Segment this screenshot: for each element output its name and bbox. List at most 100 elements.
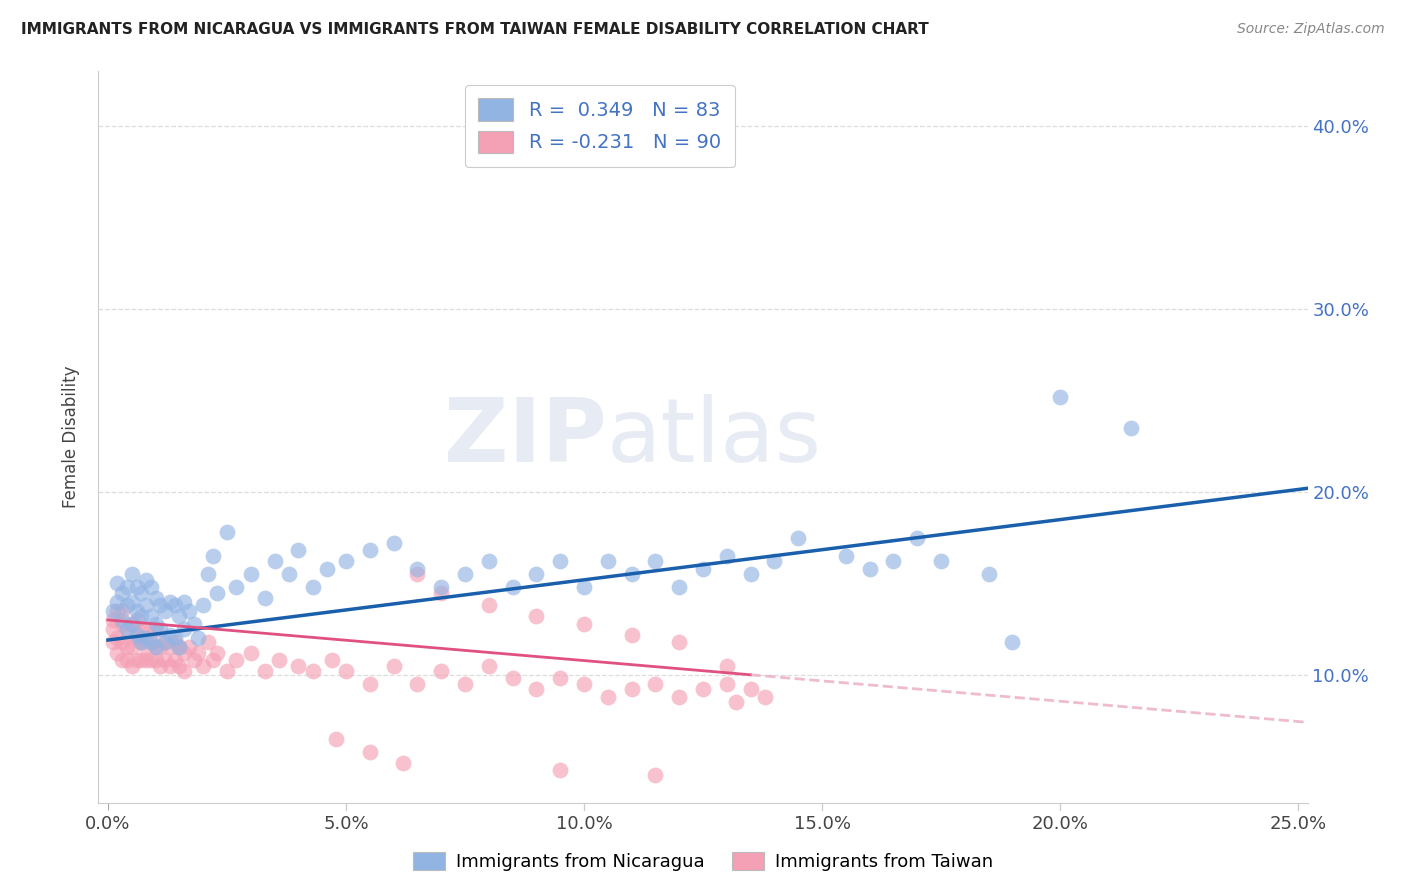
Point xyxy=(107,604,129,618)
Point xyxy=(692,562,714,576)
Point xyxy=(620,567,643,582)
Point xyxy=(101,635,124,649)
Point xyxy=(129,622,152,636)
Point xyxy=(135,640,157,655)
Point xyxy=(121,594,143,608)
Point xyxy=(111,653,134,667)
Point xyxy=(169,640,191,655)
Point xyxy=(406,562,429,576)
Point xyxy=(153,635,176,649)
Point xyxy=(835,549,858,563)
Point xyxy=(149,622,172,636)
Point xyxy=(882,554,904,568)
Point xyxy=(145,616,167,631)
Point xyxy=(740,567,762,582)
Point xyxy=(225,580,247,594)
Point xyxy=(929,554,952,568)
Point xyxy=(644,768,666,782)
Point xyxy=(111,604,134,618)
Point xyxy=(125,627,148,641)
Text: Source: ZipAtlas.com: Source: ZipAtlas.com xyxy=(1237,22,1385,37)
Point xyxy=(1001,635,1024,649)
Point xyxy=(692,682,714,697)
Point xyxy=(177,604,200,618)
Point xyxy=(153,653,176,667)
Point xyxy=(359,677,381,691)
Point xyxy=(139,609,162,624)
Point xyxy=(754,690,776,704)
Point xyxy=(287,658,309,673)
Point xyxy=(359,543,381,558)
Point xyxy=(115,640,138,655)
Point xyxy=(668,580,690,594)
Point xyxy=(125,632,148,646)
Legend: Immigrants from Nicaragua, Immigrants from Taiwan: Immigrants from Nicaragua, Immigrants fr… xyxy=(405,845,1001,879)
Point xyxy=(197,635,219,649)
Point xyxy=(548,554,571,568)
Point xyxy=(382,658,405,673)
Point xyxy=(572,677,595,691)
Point xyxy=(145,640,167,655)
Point xyxy=(225,653,247,667)
Point xyxy=(596,690,619,704)
Point xyxy=(359,745,381,759)
Point xyxy=(135,653,157,667)
Point xyxy=(548,672,571,686)
Point xyxy=(173,664,195,678)
Point xyxy=(149,640,172,655)
Point xyxy=(129,609,152,624)
Point xyxy=(107,576,129,591)
Point xyxy=(159,658,181,673)
Point xyxy=(153,635,176,649)
Text: ZIP: ZIP xyxy=(443,393,606,481)
Point xyxy=(149,658,172,673)
Point xyxy=(269,653,291,667)
Point xyxy=(254,591,277,605)
Point xyxy=(187,646,209,660)
Point xyxy=(121,658,143,673)
Point xyxy=(239,567,262,582)
Point xyxy=(173,594,195,608)
Point xyxy=(115,622,138,636)
Point xyxy=(153,604,176,618)
Point xyxy=(111,585,134,599)
Point xyxy=(905,531,928,545)
Point xyxy=(524,609,547,624)
Point xyxy=(478,658,501,673)
Point xyxy=(101,613,124,627)
Point xyxy=(716,677,738,691)
Point xyxy=(406,567,429,582)
Point xyxy=(430,585,453,599)
Point xyxy=(129,585,152,599)
Point xyxy=(139,635,162,649)
Point xyxy=(478,554,501,568)
Point xyxy=(187,632,209,646)
Point xyxy=(725,695,748,709)
Point xyxy=(125,653,148,667)
Point xyxy=(478,599,501,613)
Point xyxy=(145,653,167,667)
Point xyxy=(173,646,195,660)
Point xyxy=(125,604,148,618)
Point xyxy=(115,599,138,613)
Point xyxy=(644,554,666,568)
Point xyxy=(301,580,323,594)
Point xyxy=(321,653,343,667)
Point xyxy=(644,677,666,691)
Point xyxy=(121,640,143,655)
Point xyxy=(191,658,214,673)
Point xyxy=(524,567,547,582)
Point xyxy=(163,632,186,646)
Point xyxy=(111,616,134,631)
Point xyxy=(107,632,129,646)
Point xyxy=(207,646,229,660)
Y-axis label: Female Disability: Female Disability xyxy=(62,366,80,508)
Point xyxy=(201,653,224,667)
Point xyxy=(572,580,595,594)
Point xyxy=(1049,390,1071,404)
Point xyxy=(740,682,762,697)
Point xyxy=(335,664,357,678)
Point xyxy=(287,543,309,558)
Point xyxy=(159,640,181,655)
Point xyxy=(139,580,162,594)
